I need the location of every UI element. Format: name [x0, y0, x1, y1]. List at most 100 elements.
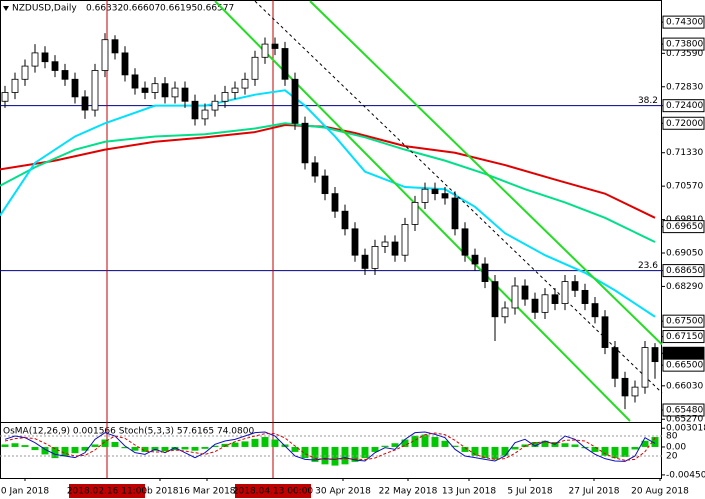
y-tick-label: 0.65270 — [666, 415, 703, 425]
osma-bar — [131, 446, 139, 451]
candle-body — [591, 303, 599, 318]
osma-bar — [621, 446, 629, 457]
y-tick-label: 0.68290 — [666, 282, 703, 292]
candle-body — [461, 228, 469, 256]
osma-bar — [471, 446, 479, 456]
candle-body — [601, 316, 609, 348]
tick-box — [662, 37, 705, 51]
vline-label-box — [69, 484, 145, 498]
osma-bar — [41, 446, 49, 455]
osma-bar — [441, 440, 449, 447]
candle-body — [151, 83, 159, 93]
osma-bar — [331, 446, 339, 466]
candle-body — [521, 285, 529, 300]
candle-body — [121, 52, 129, 76]
candle-body — [351, 228, 359, 256]
y-tick-label: 0.71330 — [666, 148, 703, 158]
tick-box — [662, 15, 705, 29]
candle-body — [511, 285, 519, 309]
tick-box — [662, 220, 705, 234]
y-tick-label: 0.69650 — [666, 222, 703, 232]
y-tick-label: 0.66770 — [666, 349, 703, 359]
candle-body — [161, 83, 169, 98]
candle-body — [311, 162, 319, 177]
osma-bar — [401, 439, 409, 447]
osma-bar — [641, 440, 649, 447]
y-tick-label: 0.65480 — [666, 406, 703, 416]
osma-bar — [361, 446, 369, 459]
candle-body — [281, 48, 289, 80]
candle-body — [541, 294, 549, 313]
candle-body — [451, 197, 459, 230]
osma-bar — [541, 440, 549, 447]
tick-box — [662, 358, 705, 372]
candle-body — [271, 43, 279, 49]
osma-bar — [251, 438, 259, 447]
candle-body — [301, 122, 309, 164]
candle-body — [181, 87, 189, 102]
candle-body — [641, 347, 649, 388]
osma-bar — [231, 442, 239, 447]
x-tick-label: 20 Aug 2018 — [631, 487, 689, 497]
symbol-label: NZDUSD,Daily — [12, 4, 77, 14]
osma-bar — [241, 441, 249, 447]
tick-box — [662, 314, 705, 328]
stoch-signal-line — [4, 432, 656, 461]
osma-bar — [91, 444, 99, 447]
osma-bar — [181, 446, 189, 450]
y-tick-label: 0.66500 — [666, 361, 703, 371]
osma-bar — [161, 446, 169, 452]
osma-bar — [371, 446, 379, 452]
osma-bar — [191, 446, 199, 451]
osma-bar — [501, 446, 509, 456]
osma-bar — [631, 446, 639, 450]
osc-tick-label: 0.003018 — [666, 424, 705, 434]
candle-body — [481, 263, 489, 282]
candle-body — [491, 281, 499, 318]
osma-bar — [561, 443, 569, 447]
candle-body — [361, 254, 369, 269]
candle-body — [531, 298, 539, 313]
candle-body — [391, 241, 399, 256]
candle-body — [421, 188, 429, 203]
stoch-tick-label: 80 — [666, 432, 678, 442]
stoch-tick-label: 20 — [666, 452, 678, 462]
candle-body — [561, 281, 569, 304]
osma-bar — [611, 446, 619, 459]
osma-bar — [121, 446, 129, 449]
osma-bar — [391, 443, 399, 447]
osma-bar — [81, 446, 89, 451]
candle-body — [381, 241, 389, 247]
candle-body — [581, 289, 589, 304]
osma-bar — [271, 439, 279, 447]
candle-body — [611, 347, 619, 379]
candle-body — [11, 78, 19, 93]
candle-body — [371, 246, 379, 269]
osma-bar — [21, 445, 29, 447]
candle-body — [431, 188, 439, 195]
x-tick-label: 5 Jul 2018 — [507, 487, 552, 497]
y-tick-label: 0.72400 — [666, 101, 703, 111]
candle-body — [411, 202, 419, 225]
osc-tick-label: 0.00 — [666, 442, 686, 452]
candle-body — [331, 193, 339, 212]
osma-bar — [531, 442, 539, 447]
vline-label-box — [235, 484, 311, 498]
candle-body — [651, 347, 659, 363]
osma-bar — [141, 446, 149, 452]
candle-body — [471, 254, 479, 265]
osma-bar — [451, 445, 459, 447]
tick-box — [662, 403, 705, 417]
header-value: 0.66195 — [160, 4, 197, 14]
candle-body — [211, 100, 219, 111]
osma-bar — [201, 446, 209, 449]
candle-body — [551, 294, 559, 304]
osma-bar — [511, 446, 519, 450]
fibo-label: 38.2 — [638, 96, 658, 106]
y-tick-label: 0.70570 — [666, 182, 703, 192]
candle-body — [21, 65, 29, 80]
candle-body — [141, 87, 149, 93]
vline-label: 2018.02.16 11:00 — [67, 487, 148, 497]
candle-body — [131, 74, 139, 89]
tick-box — [662, 99, 705, 113]
